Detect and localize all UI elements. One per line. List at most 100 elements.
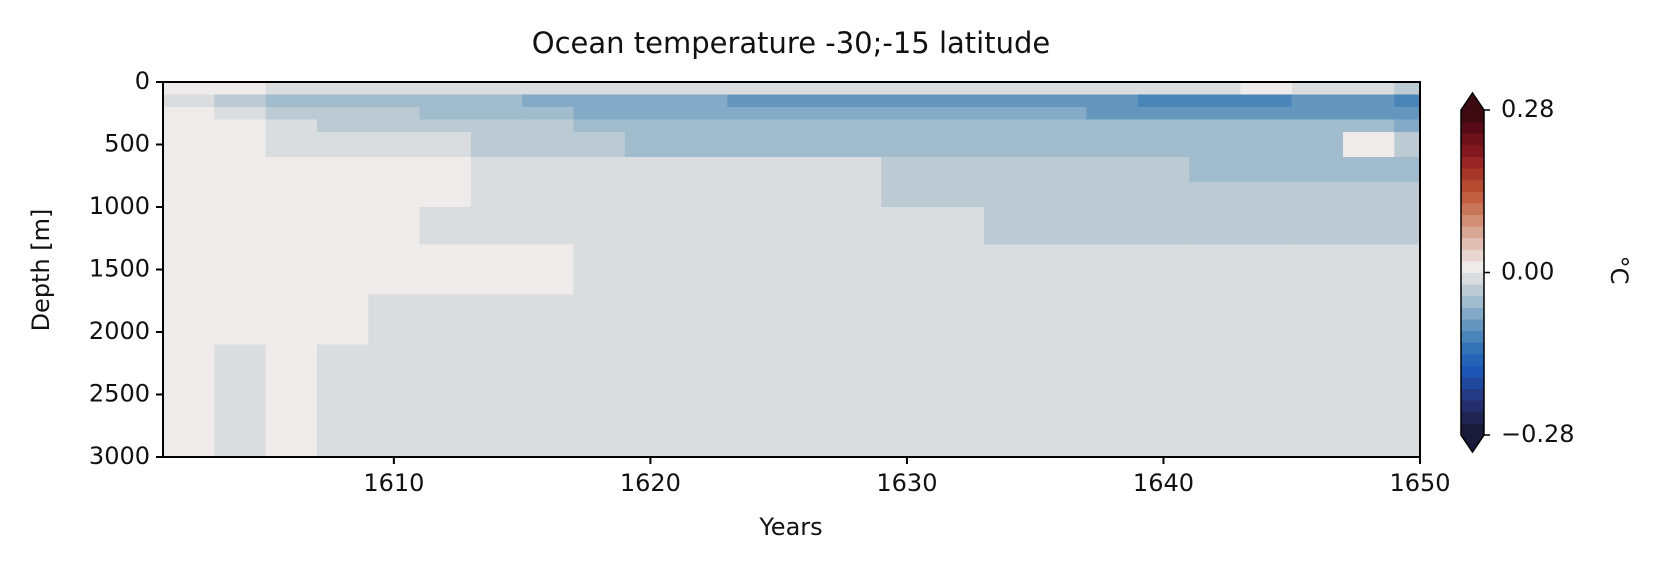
heatmap-cell xyxy=(573,157,626,183)
heatmap-cell xyxy=(1394,94,1421,108)
heatmap-cell xyxy=(932,182,985,208)
colorbar-segment xyxy=(1461,191,1484,204)
heatmap-cell xyxy=(624,132,677,158)
heatmap-cell xyxy=(573,207,626,245)
heatmap-cell xyxy=(1035,94,1088,108)
heatmap-cell xyxy=(163,107,215,120)
heatmap-cell xyxy=(1035,107,1088,120)
heatmap-cell xyxy=(676,94,728,108)
heatmap-cell xyxy=(573,82,626,95)
colorbar-segment xyxy=(1461,133,1484,146)
heatmap-cell xyxy=(470,132,523,158)
heatmap-cell xyxy=(1189,294,1241,345)
heatmap-cell xyxy=(419,182,472,208)
heatmap-cell xyxy=(676,294,728,345)
heatmap-cell xyxy=(1137,82,1190,95)
heatmap-cell xyxy=(316,107,369,120)
heatmap-cell xyxy=(470,157,523,183)
heatmap-cell xyxy=(316,132,369,158)
heatmap-cell xyxy=(522,107,574,120)
heatmap-cell xyxy=(419,132,472,158)
colorbar-segment xyxy=(1461,365,1484,378)
heatmap-cell xyxy=(1291,132,1344,158)
heatmap-cell xyxy=(1189,157,1241,183)
colorbar-segment xyxy=(1461,226,1484,239)
heatmap-cell xyxy=(522,244,574,295)
heatmap-cell xyxy=(727,207,780,245)
heatmap-cell xyxy=(522,182,574,208)
heatmap-cell xyxy=(1343,82,1395,95)
heatmap-cell xyxy=(1086,182,1139,208)
colorbar-segment xyxy=(1461,400,1484,413)
y-tick-label: 2500 xyxy=(89,380,150,408)
heatmap-cell xyxy=(881,94,934,108)
heatmap-cell xyxy=(727,344,780,458)
heatmap-cell xyxy=(214,82,267,95)
heatmap-cell xyxy=(829,244,882,295)
heatmap-cell xyxy=(1240,344,1293,458)
heatmap-cell xyxy=(1086,344,1139,458)
y-tick-label: 500 xyxy=(104,130,150,158)
heatmap-cell xyxy=(1343,107,1395,120)
heatmap-cell xyxy=(522,132,574,158)
y-tick-label: 1500 xyxy=(89,255,150,283)
heatmap-cell xyxy=(1035,294,1088,345)
colorbar-segment xyxy=(1461,110,1484,123)
heatmap-cell xyxy=(265,107,318,120)
heatmap-cell xyxy=(624,244,677,295)
y-tick-label: 2000 xyxy=(89,317,150,345)
heatmap-cell xyxy=(932,157,985,183)
heatmap-cell xyxy=(829,132,882,158)
heatmap-cell xyxy=(368,157,421,183)
heatmap-cell xyxy=(1137,94,1190,108)
heatmap-cell xyxy=(470,207,523,245)
heatmap-cell xyxy=(932,294,985,345)
heatmap-cell xyxy=(727,119,780,133)
y-tick-label: 3000 xyxy=(89,442,150,470)
heatmap-cell xyxy=(163,294,215,345)
heatmap-cell xyxy=(1086,157,1139,183)
heatmap-cell xyxy=(1343,119,1395,133)
heatmap-cell xyxy=(1343,157,1395,183)
heatmap-cell xyxy=(624,119,677,133)
heatmap-cell xyxy=(1189,82,1241,95)
heatmap-cell xyxy=(1137,107,1190,120)
heatmap-cell xyxy=(1189,244,1241,295)
heatmap-cell xyxy=(829,94,882,108)
heatmap-cell xyxy=(1343,132,1395,158)
heatmap-cell xyxy=(573,132,626,158)
heatmap-cell xyxy=(932,344,985,458)
heatmap-cell xyxy=(727,182,780,208)
heatmap-cell xyxy=(163,344,215,458)
heatmap-cell xyxy=(522,119,574,133)
heatmap-cell xyxy=(1394,244,1421,295)
heatmap-cell xyxy=(419,107,472,120)
heatmap-cell xyxy=(573,344,626,458)
x-tick-label: 1630 xyxy=(876,469,937,497)
heatmap-cell xyxy=(1137,207,1190,245)
heatmap-cell xyxy=(1137,244,1190,295)
heatmap-cell xyxy=(676,344,728,458)
heatmap-cell xyxy=(265,94,318,108)
heatmap-cell xyxy=(829,344,882,458)
x-tick-label: 1610 xyxy=(363,469,424,497)
heatmap-cell xyxy=(1086,82,1139,95)
heatmap-cell xyxy=(419,207,472,245)
heatmap-cell xyxy=(624,294,677,345)
colorbar-segment xyxy=(1461,353,1484,366)
heatmap-cell xyxy=(676,244,728,295)
colorbar-label: °C xyxy=(1605,256,1633,285)
heatmap-cell xyxy=(983,132,1036,158)
heatmap-cell xyxy=(624,107,677,120)
heatmap-cell xyxy=(932,94,985,108)
heatmap-cell xyxy=(727,294,780,345)
heatmap-cell xyxy=(419,82,472,95)
heatmap-cell xyxy=(368,82,421,95)
heatmap-cell xyxy=(470,119,523,133)
heatmap-cell xyxy=(1240,119,1293,133)
heatmap-cell xyxy=(265,157,318,183)
heatmap-cell xyxy=(316,82,369,95)
heatmap-cell xyxy=(778,132,831,158)
heatmap-cell xyxy=(1086,132,1139,158)
heatmap-cell xyxy=(932,132,985,158)
